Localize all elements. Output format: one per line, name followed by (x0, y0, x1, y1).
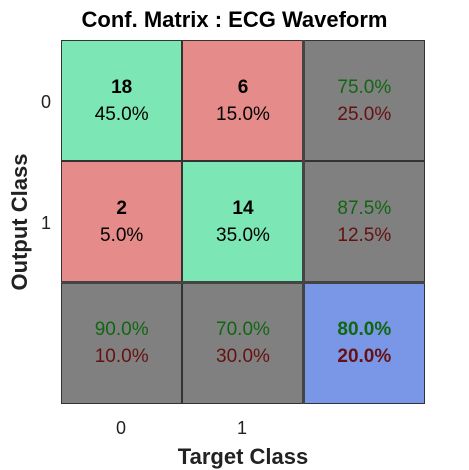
cell-error-rate: 20.0% (337, 346, 392, 368)
matrix-cell-summary: 90.0% 10.0% (61, 282, 183, 404)
cell-error-rate: 10.0% (94, 346, 149, 368)
cell-correct-rate: 80.0% (337, 319, 392, 341)
y-axis-label: Output Class (7, 153, 32, 291)
cell-correct-rate: 75.0% (337, 76, 392, 98)
x-axis-label: Target Class (177, 444, 309, 469)
cell-count: 6 (237, 76, 249, 98)
cell-percent: 35.0% (216, 224, 270, 246)
cell-count: 2 (116, 197, 127, 219)
matrix-cell-correct: 14 35.0% (182, 161, 304, 283)
matrix-cell-correct: 18 45.0% (61, 40, 183, 162)
cell-correct-rate: 90.0% (94, 319, 149, 341)
cell-error-rate: 12.5% (337, 224, 392, 246)
matrix-cell-wrong: 2 5.0% (61, 161, 183, 283)
matrix-cell-summary: 75.0% 25.0% (303, 40, 425, 162)
cell-percent: 15.0% (216, 103, 270, 125)
cell-error-rate: 25.0% (337, 103, 392, 125)
cell-percent: 45.0% (94, 103, 149, 125)
cell-count: 14 (232, 197, 254, 219)
y-tick-label: 0 (41, 92, 52, 112)
y-tick-label: 1 (41, 213, 52, 233)
matrix-cell-wrong: 6 15.0% (182, 40, 304, 162)
cell-error-rate: 30.0% (216, 346, 270, 368)
cell-count: 18 (111, 76, 133, 98)
confusion-matrix-grid: 18 45.0% 6 15.0% 75.0% 25.0% 2 5.0% 14 35.0% 87.5%… (61, 40, 425, 404)
summary-column-divider (302, 40, 306, 404)
cell-correct-rate: 87.5% (337, 197, 392, 219)
summary-row-divider (61, 281, 425, 285)
x-tick-label: 0 (116, 418, 127, 438)
cell-percent: 5.0% (100, 224, 144, 246)
x-tick-label: 1 (237, 418, 248, 438)
matrix-cell-summary: 70.0% 30.0% (182, 282, 304, 404)
cell-correct-rate: 70.0% (216, 319, 270, 341)
matrix-cell-summary: 87.5% 12.5% (303, 161, 425, 283)
matrix-cell-total: 80.0% 20.0% (303, 282, 425, 404)
chart-title: Conf. Matrix : ECG Waveform (81, 7, 388, 32)
